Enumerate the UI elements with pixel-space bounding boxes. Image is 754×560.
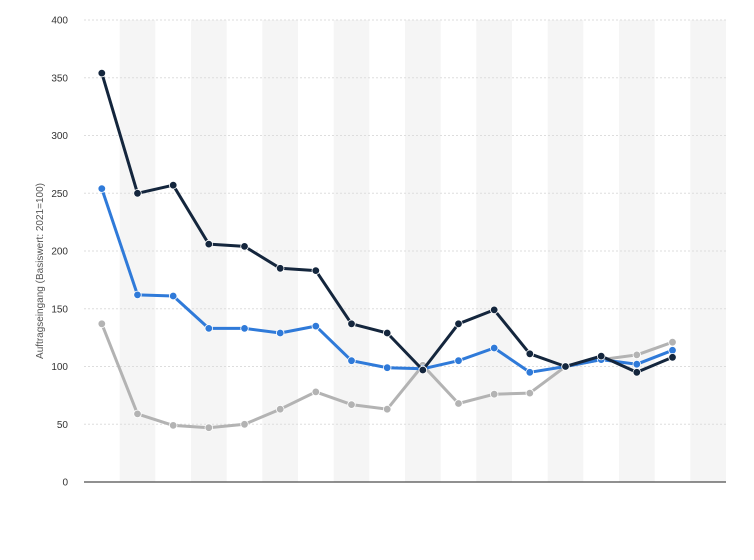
data-point[interactable] — [490, 305, 499, 315]
data-point[interactable] — [133, 409, 142, 419]
data-point[interactable] — [632, 360, 641, 369]
data-point[interactable] — [668, 338, 677, 347]
data-point[interactable] — [383, 363, 392, 372]
column-band — [333, 20, 370, 482]
data-point[interactable] — [133, 189, 142, 198]
data-point[interactable] — [311, 266, 320, 275]
series-layer — [97, 68, 677, 432]
data-point[interactable] — [204, 423, 213, 432]
data-point[interactable] — [240, 420, 249, 429]
data-point[interactable] — [97, 319, 106, 328]
data-point[interactable] — [525, 368, 534, 377]
data-point[interactable] — [632, 350, 641, 360]
data-point[interactable] — [276, 264, 285, 273]
series-line — [100, 72, 674, 374]
data-point[interactable] — [490, 390, 499, 399]
y-axis-ticks: 0 50 100 150 200 250 300 350 400 — [51, 16, 68, 489]
data-point[interactable] — [632, 368, 641, 377]
data-point[interactable] — [347, 319, 356, 328]
y-tick-label: 0 — [62, 478, 68, 489]
data-point[interactable] — [204, 239, 213, 249]
data-point[interactable] — [454, 319, 463, 328]
data-point[interactable] — [597, 351, 606, 361]
data-point[interactable] — [668, 346, 677, 355]
data-point[interactable] — [311, 387, 320, 397]
data-point[interactable] — [668, 353, 677, 362]
data-point[interactable] — [454, 399, 463, 408]
data-point[interactable] — [347, 356, 356, 365]
column-band — [405, 20, 441, 482]
data-point[interactable] — [561, 362, 570, 371]
data-point[interactable] — [525, 349, 534, 358]
y-axis-title: Auftragseingang (Basiswert: 2021=100) — [35, 183, 46, 359]
data-point[interactable] — [97, 68, 106, 78]
data-point[interactable] — [418, 365, 427, 375]
gridlines — [84, 19, 726, 425]
series-2 — [97, 184, 677, 377]
data-point[interactable] — [168, 291, 178, 301]
series-line — [100, 188, 674, 374]
data-point[interactable] — [454, 356, 463, 365]
data-point[interactable] — [204, 324, 213, 333]
data-point[interactable] — [240, 242, 249, 251]
data-point[interactable] — [168, 421, 178, 430]
data-point[interactable] — [383, 328, 392, 338]
column-bands — [119, 20, 726, 482]
y-tick-label: 150 — [51, 304, 68, 315]
series-1 — [97, 68, 677, 377]
y-tick-label: 250 — [51, 189, 68, 200]
data-point[interactable] — [97, 184, 106, 193]
data-point[interactable] — [311, 321, 320, 331]
y-tick-label: 50 — [57, 420, 69, 431]
data-point[interactable] — [525, 388, 534, 398]
y-tick-label: 100 — [51, 362, 68, 373]
column-band — [476, 20, 512, 482]
data-point[interactable] — [276, 405, 285, 414]
y-tick-label: 200 — [51, 247, 68, 258]
data-point[interactable] — [133, 290, 142, 300]
data-point[interactable] — [383, 405, 392, 414]
data-point[interactable] — [168, 180, 178, 190]
data-point[interactable] — [347, 400, 356, 409]
data-point[interactable] — [276, 328, 285, 338]
y-tick-label: 300 — [51, 131, 68, 142]
data-point[interactable] — [490, 343, 499, 353]
y-tick-label: 400 — [51, 16, 68, 27]
data-point[interactable] — [240, 324, 249, 333]
y-tick-label: 350 — [51, 73, 68, 84]
